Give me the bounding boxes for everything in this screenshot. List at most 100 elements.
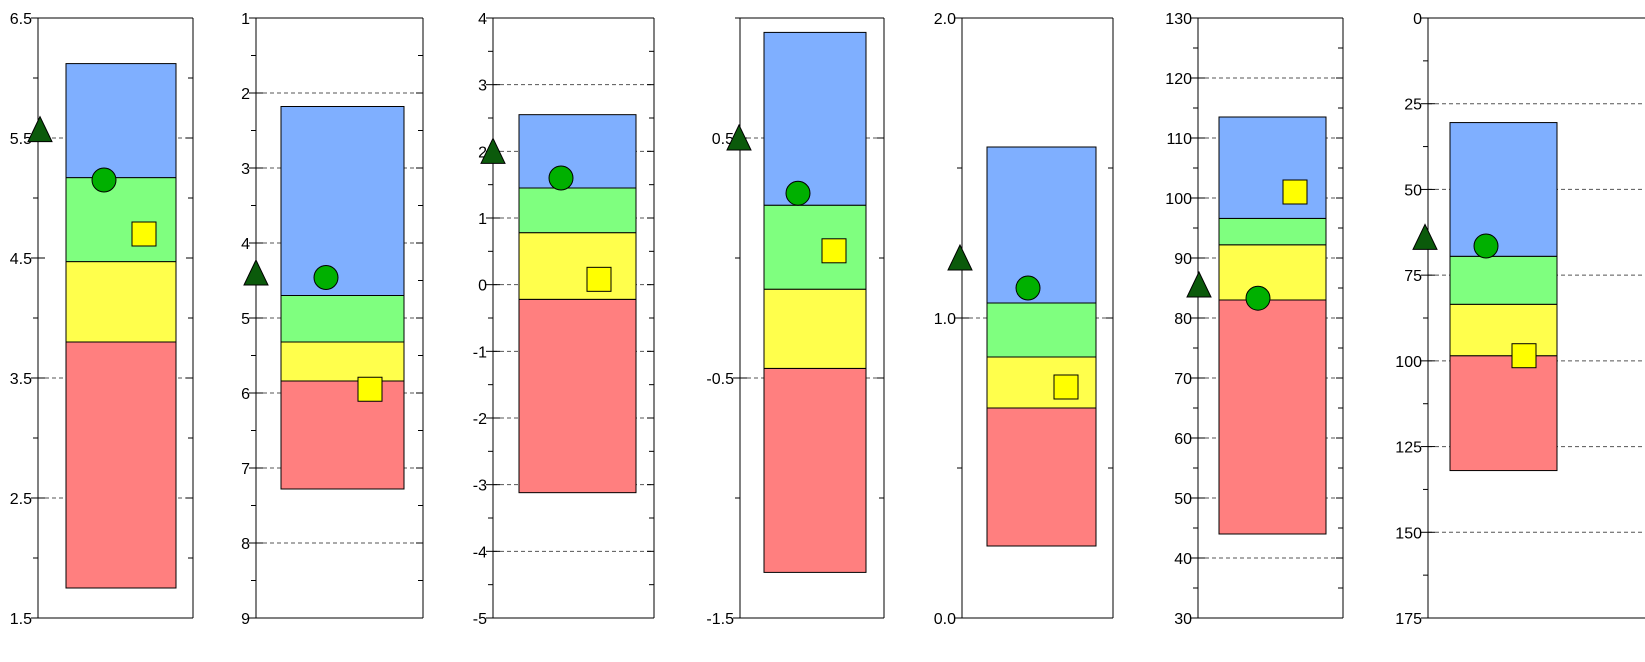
square-marker-icon [821, 238, 847, 264]
triangle-marker-icon [1186, 270, 1212, 298]
band-red [1449, 355, 1558, 472]
tick-label: 9 [241, 611, 250, 628]
tick-label: 2 [478, 144, 487, 161]
tick-label: 130 [1165, 11, 1192, 28]
band-blue [280, 106, 405, 296]
tick-label: 5 [241, 311, 250, 328]
band-yellow [518, 232, 637, 300]
band-blue [1218, 116, 1327, 219]
tick-label: 7 [241, 461, 250, 478]
band-green [518, 187, 637, 234]
tick-label: 110 [1166, 131, 1192, 148]
band-red [65, 341, 177, 589]
circle-marker-icon [785, 180, 811, 206]
triangle-marker-icon [1412, 223, 1438, 250]
circle-marker-icon [91, 167, 117, 193]
triangle-marker-icon [480, 137, 506, 164]
tick-label: 3 [241, 161, 250, 178]
tick-label: -1 [473, 344, 487, 361]
panel-5: 0.0 1.0 2.0 [934, 11, 1114, 628]
tick-label: 90 [1174, 251, 1192, 268]
tick-label: -5 [473, 611, 487, 628]
band-green [65, 177, 177, 263]
circle-marker-icon [1473, 233, 1499, 259]
tick-label: 0.0 [934, 611, 956, 628]
square-marker-icon [1511, 343, 1537, 369]
band-green [1218, 217, 1327, 246]
band-blue [1449, 122, 1558, 257]
tick-label: 2 [241, 86, 250, 103]
panel-7: 0 25 50 75 100 125 150 175 [1395, 11, 1645, 628]
tick-label: -2 [473, 411, 487, 428]
tick-label: 0 [1413, 11, 1422, 28]
band-green [1449, 255, 1558, 305]
circle-marker-icon [1015, 275, 1041, 301]
tick-label: -3 [473, 478, 487, 495]
tick-label: 125 [1395, 440, 1422, 457]
tick-label: 3 [478, 78, 487, 95]
tick-label: 1.0 [934, 311, 956, 328]
band-blue [65, 63, 177, 179]
tick-label: 75 [1404, 268, 1422, 285]
tick-label: 4.5 [10, 251, 32, 268]
band-red [1218, 299, 1327, 535]
band-green [986, 302, 1097, 358]
tick-label: 120 [1165, 71, 1192, 88]
square-marker-icon [1282, 179, 1308, 205]
band-red [986, 407, 1097, 547]
tick-label: 100 [1395, 354, 1422, 371]
band-blue [986, 146, 1097, 304]
tick-label: 2.5 [10, 491, 32, 508]
tick-label: 175 [1395, 611, 1422, 628]
tick-label: 70 [1174, 371, 1192, 388]
panel-3: -5 -4 -3 -2 -1 0 1 2 3 4 [473, 11, 655, 628]
panel-4: -1.5 -0.5 0.5 [706, 17, 885, 628]
band-green [763, 204, 867, 290]
tick-label: 6.5 [10, 11, 32, 28]
tick-label: 80 [1174, 311, 1192, 328]
tick-label: 40 [1174, 551, 1192, 568]
band-yellow [280, 341, 405, 382]
tick-label: 50 [1404, 182, 1422, 199]
triangle-marker-icon [243, 258, 269, 286]
tick-label: 4 [478, 11, 487, 28]
band-yellow [1218, 244, 1327, 301]
tick-label: 1 [478, 211, 487, 228]
square-marker-icon [1053, 374, 1079, 400]
triangle-marker-icon [27, 115, 53, 143]
band-yellow [986, 356, 1097, 409]
tick-label: 1.5 [10, 611, 32, 628]
tick-label: 0 [478, 278, 487, 295]
band-green [280, 295, 405, 343]
tick-label: 25 [1404, 97, 1422, 114]
band-yellow [1449, 303, 1558, 357]
tick-label: 2.0 [934, 11, 956, 28]
tick-label: 8 [241, 536, 250, 553]
square-marker-icon [357, 376, 383, 402]
band-red [280, 380, 405, 490]
circle-marker-icon [548, 165, 574, 191]
circle-marker-icon [1245, 285, 1271, 311]
tick-label: 0.5 [712, 131, 734, 148]
tick-label: 4 [241, 236, 250, 253]
tick-label: -1.5 [706, 611, 734, 628]
tick-label: 30 [1174, 611, 1192, 628]
tick-label: -0.5 [706, 371, 734, 388]
panel-1: 1.5 2.5 3.5 4.5 5.5 6.5 [10, 11, 194, 628]
triangle-marker-icon [726, 123, 752, 151]
tick-label: -4 [473, 544, 487, 561]
tick-label: 3.5 [10, 371, 32, 388]
band-red [518, 298, 637, 494]
triangle-marker-icon [947, 243, 973, 271]
band-blue [518, 114, 637, 189]
band-yellow [763, 288, 867, 369]
band-blue [763, 31, 867, 206]
band-yellow [65, 261, 177, 343]
tick-label: 150 [1395, 525, 1422, 542]
tick-label: 6 [241, 386, 250, 403]
tick-label: 1 [241, 11, 250, 28]
tick-label: 5.5 [10, 131, 32, 148]
square-marker-icon [586, 266, 612, 292]
